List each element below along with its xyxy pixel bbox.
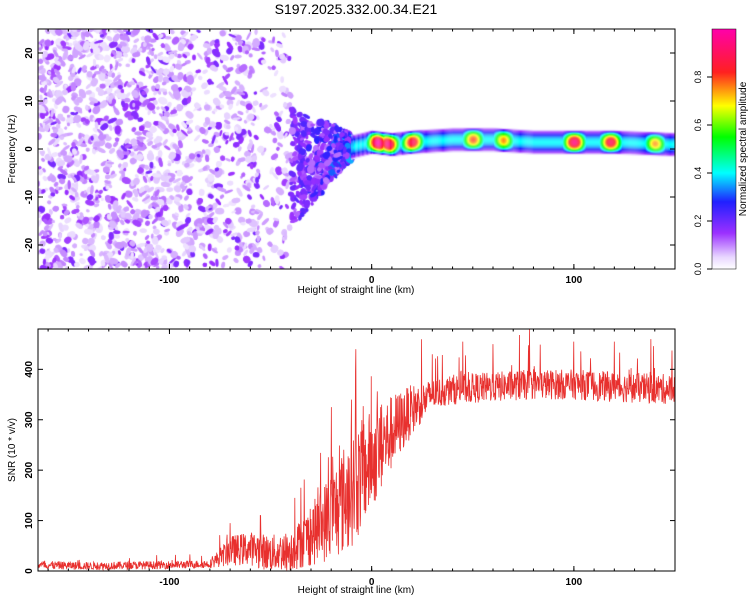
colorbar-tick-label: 0.6 (693, 119, 703, 132)
snr-panel: -100 0 100 0 100 200 300 400 Height of straight… (7, 328, 676, 596)
spectrogram-ytick-label: 10 (24, 95, 35, 107)
snr-ylabel: SNR (10 * v/v) (7, 418, 18, 482)
spectrogram-xlabel: Height of straight line (km) (298, 285, 415, 296)
colorbar-tick-label: 0.2 (693, 215, 703, 228)
colorbar: 0.0 0.2 0.4 0.6 0.8 Normalized spectral ampl… (693, 28, 749, 276)
spectrogram-ytick-label: 0 (24, 146, 35, 152)
snr-ytick-label: 300 (24, 411, 35, 428)
snr-ytick-label: 400 (24, 361, 35, 378)
spectrogram-xtick-label: 0 (369, 275, 375, 286)
snr-xtick-label: 0 (369, 577, 375, 588)
colorbar-tick-label: 0.8 (693, 71, 703, 84)
snr-ticks: -100 0 100 0 100 200 300 400 (24, 329, 676, 588)
snr-xtick-label: 100 (566, 577, 583, 588)
figure-title: S197.2025.332.00.34.E21 (275, 1, 438, 17)
spectrogram-ytick-label: 20 (24, 47, 35, 59)
spectrogram-xtick-label: -100 (159, 275, 179, 286)
spectrogram-ytick-label: -20 (24, 237, 35, 252)
colorbar-label: Normalized spectral amplitude (738, 81, 749, 216)
snr-ytick-label: 0 (24, 568, 35, 574)
spectrogram-xtick-label: 100 (566, 275, 583, 286)
snr-ytick-label: 200 (24, 461, 35, 478)
colorbar-ticks: 0.0 0.2 0.4 0.6 0.8 (693, 71, 712, 276)
snr-frame (37, 328, 676, 572)
spectrogram-ytick-label: -10 (24, 189, 35, 204)
snr-ytick-label: 100 (24, 512, 35, 529)
snr-xtick-label: -100 (159, 577, 179, 588)
colorbar-tick-label: 0.4 (693, 167, 703, 180)
colorbar-gradient (711, 28, 737, 270)
spectrogram-ylabel: Frequency (Hz) (7, 115, 18, 184)
snr-xlabel: Height of straight line (km) (298, 585, 415, 596)
snr-series-line (38, 329, 675, 571)
colorbar-tick-label: 0.0 (693, 263, 703, 276)
